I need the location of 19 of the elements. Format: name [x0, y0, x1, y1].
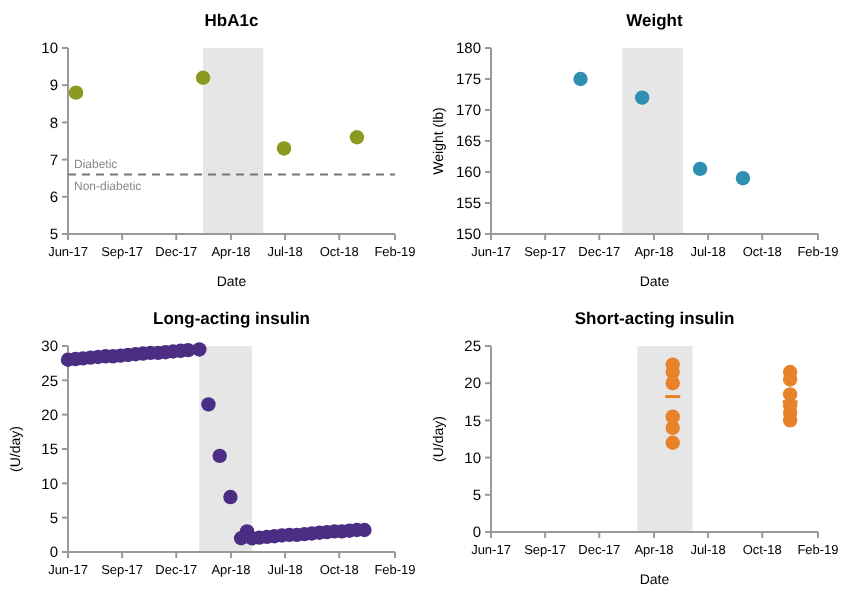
chart-title: Long-acting insulin — [153, 308, 310, 328]
chart-title: Short-acting insulin — [574, 308, 735, 328]
point — [276, 141, 292, 156]
chart-title: HbA1c — [204, 10, 259, 30]
point — [212, 448, 227, 464]
chart-title: Weight — [626, 10, 683, 30]
point — [735, 171, 751, 186]
point — [349, 130, 365, 145]
point — [201, 397, 216, 412]
point — [573, 71, 588, 87]
point — [223, 489, 238, 505]
point — [665, 376, 680, 391]
point — [195, 70, 211, 85]
point — [634, 90, 650, 105]
point — [665, 435, 680, 450]
point — [665, 420, 680, 436]
point — [692, 161, 708, 177]
point — [192, 342, 207, 357]
point — [68, 85, 84, 100]
